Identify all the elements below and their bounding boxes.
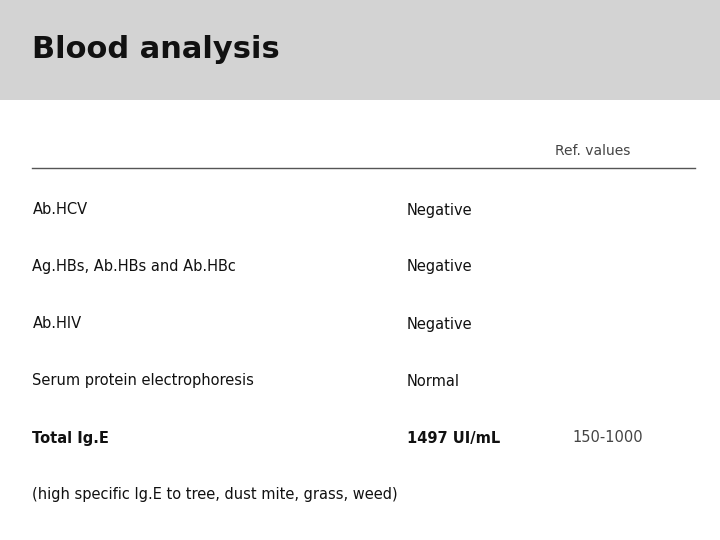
Text: Ab.HIV: Ab.HIV bbox=[32, 316, 81, 332]
Text: Ref. values: Ref. values bbox=[554, 144, 630, 158]
Text: 1497 UI/mL: 1497 UI/mL bbox=[407, 430, 500, 445]
Text: Total Ig.E: Total Ig.E bbox=[32, 430, 109, 445]
Text: Negative: Negative bbox=[407, 260, 472, 274]
Text: Serum protein electrophoresis: Serum protein electrophoresis bbox=[32, 374, 254, 388]
Text: (high specific Ig.E to tree, dust mite, grass, weed): (high specific Ig.E to tree, dust mite, … bbox=[32, 488, 398, 503]
Text: 150-1000: 150-1000 bbox=[572, 430, 643, 445]
Text: Blood analysis: Blood analysis bbox=[32, 36, 280, 64]
Text: Negative: Negative bbox=[407, 316, 472, 332]
Text: Ag.HBs, Ab.HBs and Ab.HBc: Ag.HBs, Ab.HBs and Ab.HBc bbox=[32, 260, 236, 274]
Text: Normal: Normal bbox=[407, 374, 460, 388]
Text: Ab.HCV: Ab.HCV bbox=[32, 202, 88, 218]
Text: Negative: Negative bbox=[407, 202, 472, 218]
